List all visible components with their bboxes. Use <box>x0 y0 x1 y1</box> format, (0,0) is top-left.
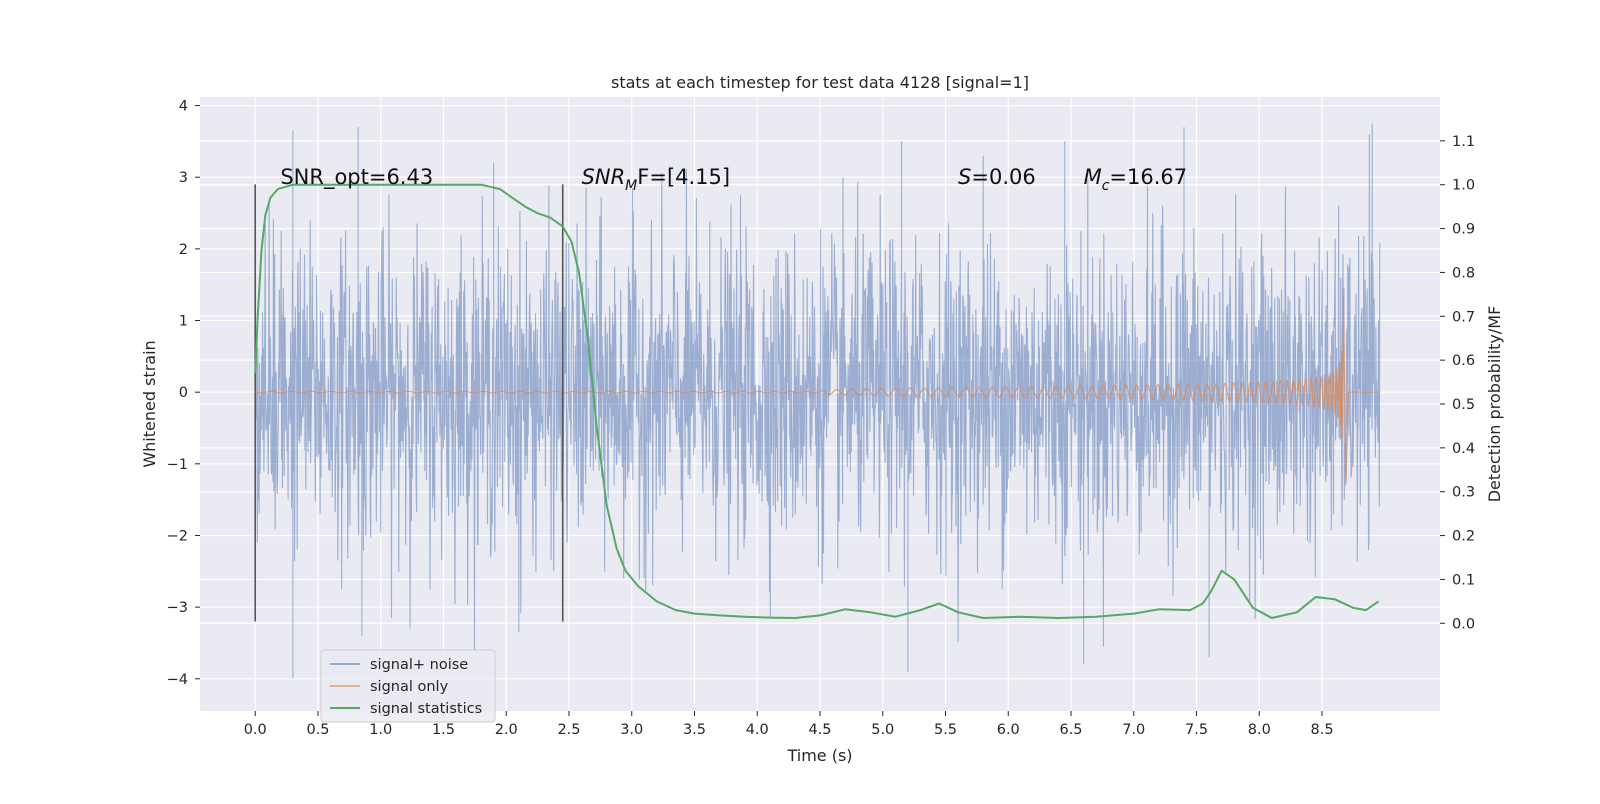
annotation-snr-mf: SNRMF=[4.15] <box>582 165 731 194</box>
legend-label-signal: signal only <box>370 679 449 695</box>
y-left-tick-label: −4 <box>167 672 188 688</box>
x-tick-label: 7.0 <box>1122 722 1145 738</box>
series-signal-only <box>255 295 1380 486</box>
signal-statistics-line <box>254 183 1380 619</box>
y-right-tick-label: 0.8 <box>1452 265 1475 281</box>
y-left-tick-label: 3 <box>179 170 188 186</box>
x-tick-label: 8.0 <box>1248 722 1271 738</box>
x-axis-title: Time (s) <box>786 746 852 765</box>
y-right-tick-label: 0.2 <box>1452 529 1475 545</box>
series-signal-statistics <box>254 183 1380 619</box>
chart-title: stats at each timestep for test data 412… <box>611 73 1029 92</box>
annotation-chirp-mass: Mc=16.67 <box>1084 165 1188 194</box>
y-right-tick-label: 0.3 <box>1452 485 1475 501</box>
series-signal-noise <box>254 123 1381 679</box>
signal-only-line <box>255 295 1380 486</box>
y-axis-left-title: Whitened strain <box>140 340 159 467</box>
y-left-tick-label: −3 <box>167 600 188 616</box>
x-tick-label: 7.5 <box>1185 722 1208 738</box>
vertical-markers <box>254 184 564 622</box>
annotation-snr-mf-rest: F=[4.15] <box>637 165 730 189</box>
x-tick-label: 3.0 <box>620 722 643 738</box>
annotation-chirp-mass-rest: =16.67 <box>1109 165 1187 189</box>
y-right-tick-label: 0.4 <box>1452 441 1475 457</box>
y-left-tick-label: −2 <box>167 528 188 544</box>
annotation-layer: SNR_opt=6.43 SNRMF=[4.15] S=0.06 Mc=16.67 <box>280 165 1187 194</box>
x-tick-label: 1.0 <box>369 722 392 738</box>
y-right-tick-label: 1.1 <box>1452 134 1475 150</box>
annotation-s-stat-rest: =0.06 <box>971 165 1035 189</box>
annotation-snr-opt: SNR_opt=6.43 <box>280 165 433 190</box>
x-tick-label: 8.5 <box>1310 722 1333 738</box>
annotation-snr-mf-sub: M <box>625 178 637 194</box>
y-left-tick-label: 1 <box>179 314 188 330</box>
x-tick-label: 3.5 <box>683 722 706 738</box>
y-left-tick-label: 0 <box>179 385 188 401</box>
tick-layer: 0.0 0.5 1.0 1.5 2.0 2.5 3.0 3.5 4.0 4.5 5.0 5.5 6.0 6… <box>167 99 1475 738</box>
y-left-tick-label: 2 <box>179 242 188 258</box>
x-tick-label: 2.5 <box>557 722 580 738</box>
x-tick-label: 0.5 <box>306 722 329 738</box>
y-right-tick-label: 0.0 <box>1452 616 1475 632</box>
annotation-s-stat: S=0.06 <box>958 165 1036 189</box>
y-right-tick-label: 0.6 <box>1452 353 1475 369</box>
x-tick-label: 6.0 <box>997 722 1020 738</box>
x-tick-label: 1.5 <box>432 722 455 738</box>
annotation-s-stat-base: S <box>958 165 971 189</box>
annotation-snr-mf-base: SNR <box>582 165 626 189</box>
y-axis-right-title: Detection probability/MF <box>1485 306 1504 503</box>
x-tick-label: 5.0 <box>871 722 894 738</box>
x-tick-label: 6.5 <box>1059 722 1082 738</box>
legend-label-noise: signal+ noise <box>370 657 468 673</box>
y-right-tick-label: 1.0 <box>1452 178 1475 194</box>
y-left-tick-label: −1 <box>167 457 188 473</box>
y-right-tick-label: 0.7 <box>1452 309 1475 325</box>
legend-label-stats: signal statistics <box>370 701 482 717</box>
x-tick-label: 0.0 <box>244 722 267 738</box>
x-tick-label: 5.5 <box>934 722 957 738</box>
annotation-chirp-mass-base: M <box>1084 165 1102 189</box>
x-tick-label: 4.5 <box>808 722 831 738</box>
x-tick-label: 2.0 <box>495 722 518 738</box>
legend-box <box>320 649 496 723</box>
y-right-tick-label: 0.9 <box>1452 222 1475 238</box>
y-right-tick-label: 0.1 <box>1452 572 1475 588</box>
y-right-tick-label: 0.5 <box>1452 397 1475 413</box>
x-tick-label: 4.0 <box>746 722 769 738</box>
annotation-chirp-mass-sub: c <box>1102 178 1110 194</box>
y-left-tick-label: 4 <box>179 99 188 115</box>
legend: signal+ noise signal only signal statist… <box>320 649 496 723</box>
signal-noise-line <box>254 123 1381 679</box>
